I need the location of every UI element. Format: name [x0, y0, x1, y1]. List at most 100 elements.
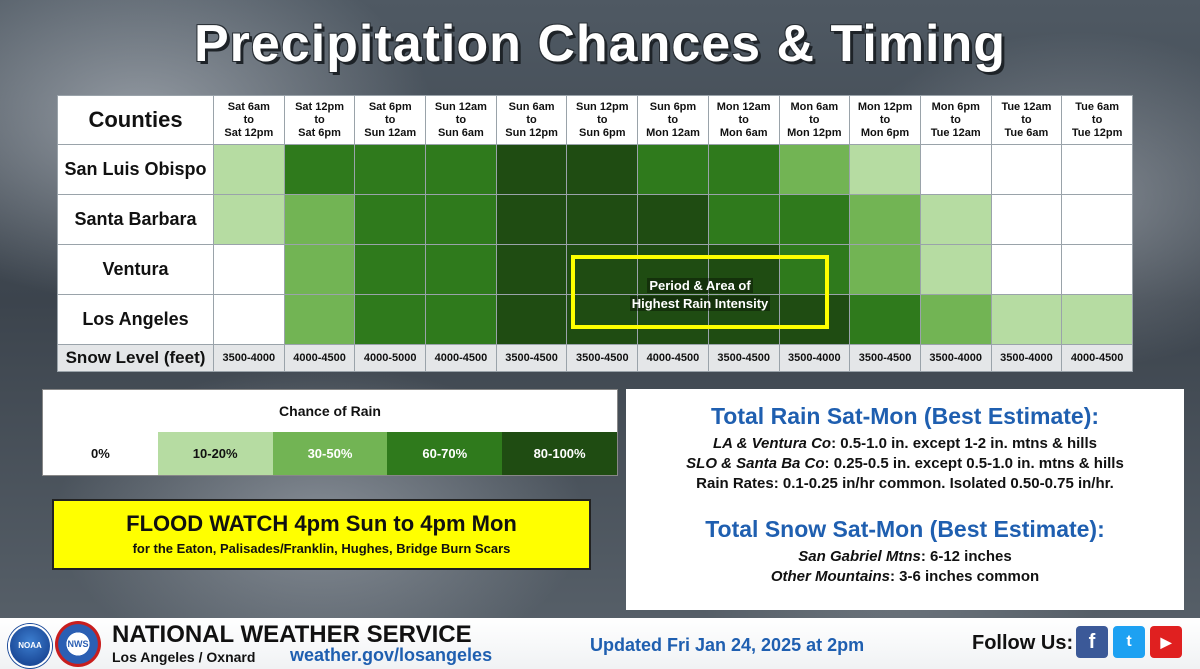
- snow-level-value: 3500-4000: [990, 344, 1063, 372]
- twitter-icon[interactable]: t: [1113, 626, 1145, 658]
- rain-chance-cell: [849, 294, 921, 345]
- period-end: Mon 6pm: [860, 126, 910, 139]
- snow-level-value: 3500-4500: [566, 344, 639, 372]
- period-start: Mon 6pm: [931, 100, 980, 113]
- period-start: Sat 6pm: [368, 100, 412, 113]
- website-link[interactable]: weather.gov/losangeles: [290, 645, 493, 665]
- rain-chance-cell: [778, 294, 851, 345]
- rain-chance-cell: [778, 144, 851, 195]
- legend-title: Chance of Rain: [279, 403, 381, 419]
- period-end: Sun 12am: [364, 126, 417, 139]
- period-start: Mon 6am: [790, 100, 839, 113]
- rain-chance-cell: [566, 244, 639, 295]
- highest-intensity-label: Period & Area of Highest Rain Intensity: [575, 277, 825, 313]
- rain-place-la-ventura: LA & Ventura Co: [713, 435, 832, 452]
- rain-chance-cell: [919, 294, 992, 345]
- rain-chance-cell: [849, 194, 921, 245]
- rain-chance-cell: [1061, 194, 1133, 245]
- period-end: Sat 12pm: [224, 126, 274, 139]
- period-mid: to: [243, 113, 255, 126]
- period-end: Mon 6am: [719, 126, 768, 139]
- legend-swatch: 30-50%: [272, 432, 388, 475]
- county-row: Santa Barbara: [57, 194, 1133, 245]
- period-start: Sat 12pm: [295, 100, 344, 113]
- period-header: Tue 12am to Tue 6am: [990, 95, 1063, 145]
- rain-chance-cell: [707, 194, 780, 245]
- rain-chance-cell: [919, 144, 992, 195]
- rain-chance-cell: [778, 244, 851, 295]
- period-end: Tue 12pm: [1071, 126, 1123, 139]
- county-row: Ventura: [57, 244, 1133, 295]
- period-end: Tue 6am: [1004, 126, 1049, 139]
- legend-swatches: 0% 10-20% 30-50% 60-70% 80-100%: [43, 432, 617, 475]
- updated-timestamp: Updated Fri Jan 24, 2025 at 2pm: [590, 635, 865, 655]
- snow-level-value: 4000-5000: [354, 344, 427, 372]
- period-start: Sun 12pm: [575, 100, 629, 113]
- period-header: Sun 6am to Sun 12pm: [495, 95, 568, 145]
- snow-level-value: 4000-4500: [637, 344, 709, 372]
- precip-chance-table: Counties Sat 6am to Sat 12pm Sat 12pm to Sat …: [57, 95, 1133, 372]
- snow-place-san-gabriel: San Gabriel Mtns: [798, 548, 921, 565]
- snow-level-value: 3500-4500: [849, 344, 921, 372]
- rain-chance-cell: [990, 144, 1063, 195]
- legend-swatch: 0%: [43, 432, 158, 475]
- flood-watch-banner: FLOOD WATCH 4pm Sun to 4pm Mon for the E…: [52, 499, 591, 570]
- highest-intensity-box: Period & Area of Highest Rain Intensity: [571, 255, 829, 329]
- flood-watch-areas: for the Eaton, Palisades/Franklin, Hughe…: [132, 541, 511, 556]
- facebook-icon[interactable]: f: [1076, 626, 1108, 658]
- period-end: Sat 6pm: [298, 126, 341, 139]
- rain-chance-cell: [354, 244, 427, 295]
- period-header: Sun 12pm to Sun 6pm: [566, 95, 639, 145]
- rain-chance-cell: [849, 244, 921, 295]
- period-mid: to: [526, 113, 537, 126]
- period-end: Sun 6pm: [579, 126, 626, 139]
- totals-panel: Total Rain Sat-Mon (Best Estimate): LA &…: [626, 389, 1184, 610]
- highest-intensity-line1: Period & Area of: [647, 278, 753, 293]
- rain-chance-cell: [213, 144, 285, 195]
- period-end: Tue 12am: [930, 126, 981, 139]
- footer-bar: NOAA NWS NATIONAL WEATHER SERVICE Los An…: [0, 618, 1200, 669]
- legend-swatch: 80-100%: [502, 432, 617, 475]
- rain-chance-cell: [919, 194, 992, 245]
- period-mid: to: [667, 113, 679, 126]
- rain-chance-legend: Chance of Rain 0% 10-20% 30-50% 60-70% 80-10…: [42, 389, 618, 476]
- period-end: Sun 6am: [437, 126, 484, 139]
- period-mid: to: [950, 113, 961, 126]
- snow-level-value: 4000-4500: [425, 344, 497, 372]
- legend-swatch: 60-70%: [387, 432, 503, 475]
- snow-level-row: Snow Level (feet) 3500-4000 4000-4500 4000-…: [57, 344, 1133, 372]
- youtube-icon[interactable]: ▶: [1150, 626, 1182, 658]
- rain-chance-cell: [707, 294, 780, 345]
- period-header: Tue 6am to Tue 12pm: [1061, 95, 1133, 145]
- snow-level-label: Snow Level (feet): [57, 344, 214, 372]
- rain-chance-cell: [849, 144, 921, 195]
- rain-chance-cell: [637, 144, 709, 195]
- highest-intensity-line2: Highest Rain Intensity: [629, 296, 771, 311]
- period-header: Sun 6pm to Mon 12am: [637, 95, 709, 145]
- snow-level-value: 4000-4500: [283, 344, 356, 372]
- period-mid: to: [1021, 113, 1032, 126]
- snow-level-value: 3500-4000: [919, 344, 992, 372]
- flood-watch-title: FLOOD WATCH 4pm Sun to 4pm Mon: [126, 511, 517, 536]
- period-header: Sat 6am to Sat 12pm: [213, 95, 285, 145]
- period-mid: to: [455, 113, 467, 126]
- rain-chance-cell: [283, 144, 356, 195]
- rain-chance-cell: [919, 244, 992, 295]
- snow-level-value: 3500-4000: [778, 344, 851, 372]
- period-header: Mon 6pm to Tue 12am: [919, 95, 992, 145]
- rain-total-slo-sb: SLO & Santa Ba Co: 0.25-0.5 in. except 0…: [626, 454, 1184, 474]
- period-end: Sun 12pm: [505, 126, 558, 139]
- rain-chance-cell: [990, 244, 1063, 295]
- snow-total-san-gabriel: San Gabriel Mtns: 6-12 inches: [626, 547, 1184, 567]
- snow-level-value: 3500-4500: [495, 344, 568, 372]
- rain-chance-cell: [354, 194, 427, 245]
- county-name: Santa Barbara: [57, 194, 214, 245]
- period-header: Sun 12am to Sun 6am: [425, 95, 497, 145]
- rain-chance-cell: [637, 294, 709, 345]
- rain-chance-cell: [1061, 144, 1133, 195]
- rain-chance-cell: [778, 194, 851, 245]
- period-mid: to: [314, 113, 325, 126]
- period-start: Sun 6pm: [649, 100, 697, 113]
- counties-header: Counties: [57, 95, 214, 145]
- follow-us-label: Follow Us:: [972, 632, 1074, 654]
